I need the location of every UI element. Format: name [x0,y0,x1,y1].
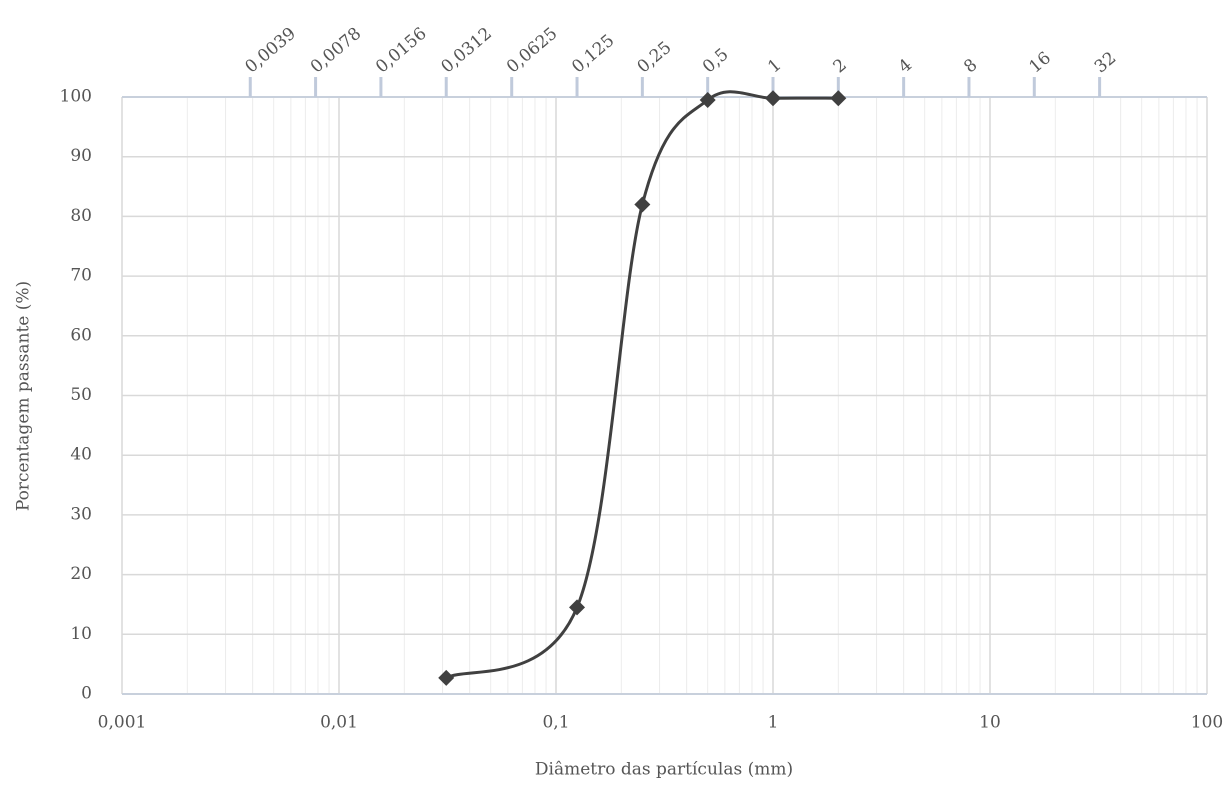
x-tick-label: 10 [979,713,1001,733]
data-point [765,90,781,107]
x2-tick-label: 1 [764,55,785,77]
y-tick-label: 10 [70,624,92,644]
data-point [438,669,455,686]
x-tick-label: 1 [768,713,779,733]
x2-tick-label: 4 [895,55,916,77]
x2-tick-label: 0,0039 [242,24,300,78]
x-tick-label: 100 [1191,713,1223,733]
y-axis-title: Porcentagem passante (%) [14,281,34,511]
x2-tick-label: 32 [1091,48,1120,77]
x2-tick-label: 0,0078 [307,24,365,78]
x2-tick-label: 2 [830,55,851,77]
y-tick-label: 0 [81,684,92,704]
x2-tick-label: 8 [960,55,981,77]
data-point [830,90,847,107]
y-tick-label: 20 [70,564,92,584]
series-line [445,90,839,680]
x-tick-label: 0,001 [98,713,147,733]
x2-tick-label: 0,5 [699,45,733,78]
x2-tick-label: 16 [1026,48,1055,77]
y-tick-label: 30 [70,504,92,524]
x2-tick-label: 0,25 [634,38,676,78]
x-tick-label: 0,1 [542,713,569,733]
x-tick-label: 0,01 [320,713,358,733]
x2-tick-label: 0,0312 [437,24,495,78]
data-point [569,599,586,616]
y-tick-label: 90 [70,146,92,166]
y-tick-label: 50 [70,385,92,405]
data-point [699,91,716,108]
y-tick-label: 40 [70,445,92,465]
x2-tick-label: 0,0625 [503,24,561,78]
y-tick-label: 60 [70,325,92,345]
y-tick-label: 80 [70,206,92,226]
x-axis-title: Diâmetro das partículas (mm) [535,760,793,780]
x2-tick-label: 0,125 [568,31,618,78]
data-point [634,196,651,213]
x2-tick-label: 0,0156 [372,24,430,78]
y-tick-label: 70 [70,266,92,286]
y-tick-label: 100 [60,87,92,107]
